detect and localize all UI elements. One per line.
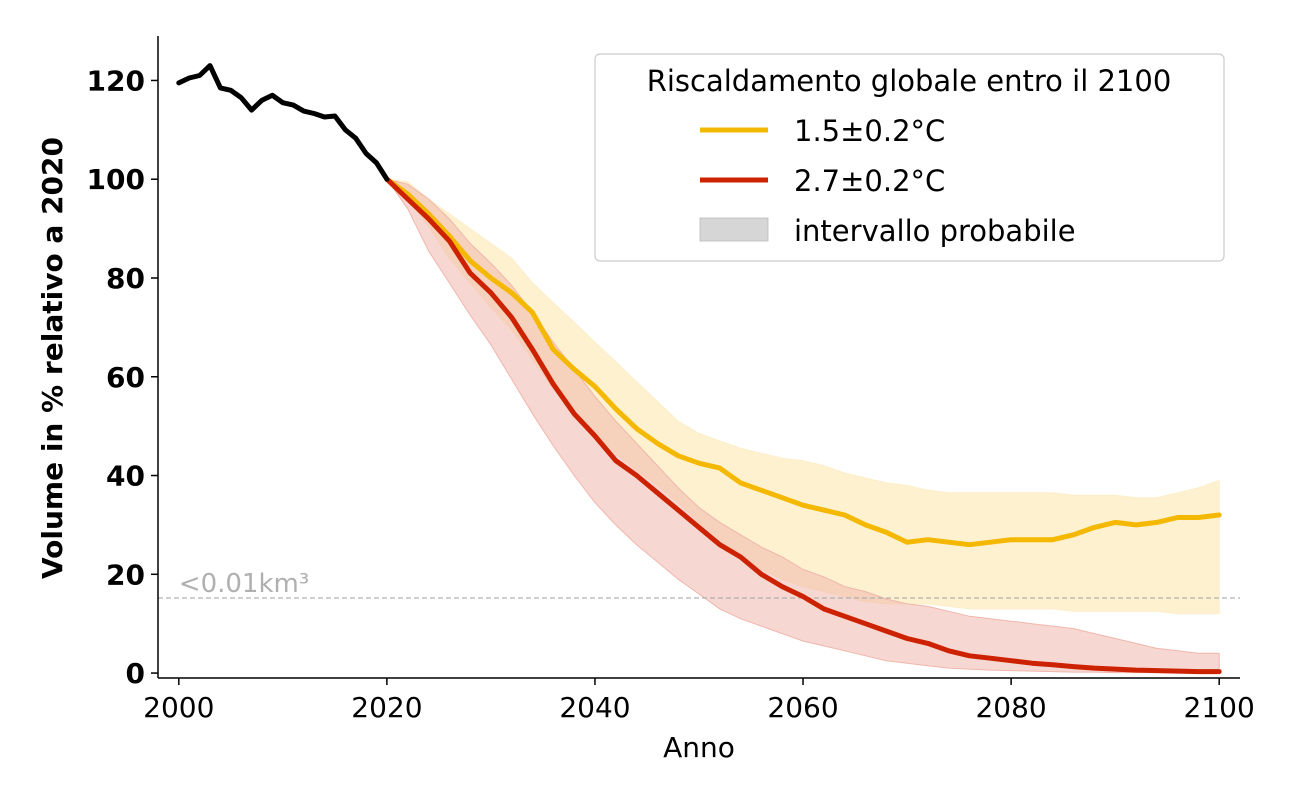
legend-swatch-range bbox=[699, 217, 769, 242]
legend-label-2-7C: 2.7±0.2°C bbox=[794, 164, 945, 198]
uncertainty-bands bbox=[385, 178, 1220, 674]
x-tick-label: 2060 bbox=[767, 691, 838, 724]
x-tick-label: 2100 bbox=[1184, 691, 1255, 724]
legend-label-1-5C: 1.5±0.2°C bbox=[794, 114, 945, 148]
y-tick-label: 0 bbox=[126, 657, 145, 690]
band-2.7±0.2°C bbox=[385, 178, 1220, 674]
y-tick-label: 20 bbox=[106, 558, 145, 591]
y-tick-label: 120 bbox=[87, 64, 145, 97]
series-line-1.5±0.2°C bbox=[384, 176, 1222, 548]
series-line-2.7±0.2°C bbox=[384, 176, 1222, 675]
x-tick-label: 2080 bbox=[975, 691, 1046, 724]
y-axis-title: Volume in % relativo a 2020 bbox=[36, 137, 69, 579]
observed-line bbox=[176, 63, 390, 182]
legend-label-range: intervallo probabile bbox=[794, 214, 1076, 248]
y-tick-label: 80 bbox=[106, 262, 145, 295]
y-tick-label: 40 bbox=[106, 460, 145, 493]
x-tick-label: 2020 bbox=[351, 691, 422, 724]
x-ticks: 2000 2020 2040 2060 2080 2100 bbox=[143, 678, 1255, 724]
reference-line-label: <0.01km³ bbox=[179, 569, 309, 599]
series-lines bbox=[176, 63, 1222, 675]
legend-frame bbox=[594, 53, 1225, 262]
x-tick-label: 2000 bbox=[143, 691, 214, 724]
y-tick-label: 100 bbox=[87, 163, 145, 196]
y-tick-label: 60 bbox=[106, 361, 145, 394]
x-tick-label: 2040 bbox=[559, 691, 630, 724]
reference-line-group: <0.01km³ bbox=[158, 569, 1240, 599]
y-ticks: 0 20 40 60 80 100 120 bbox=[87, 64, 158, 690]
axes bbox=[157, 36, 1240, 679]
legend-title: Riscaldamento globale entro il 2100 bbox=[647, 64, 1172, 98]
x-axis-title: Anno bbox=[663, 731, 735, 764]
legend: Riscaldamento globale entro il 2100 1.5±… bbox=[594, 53, 1225, 262]
